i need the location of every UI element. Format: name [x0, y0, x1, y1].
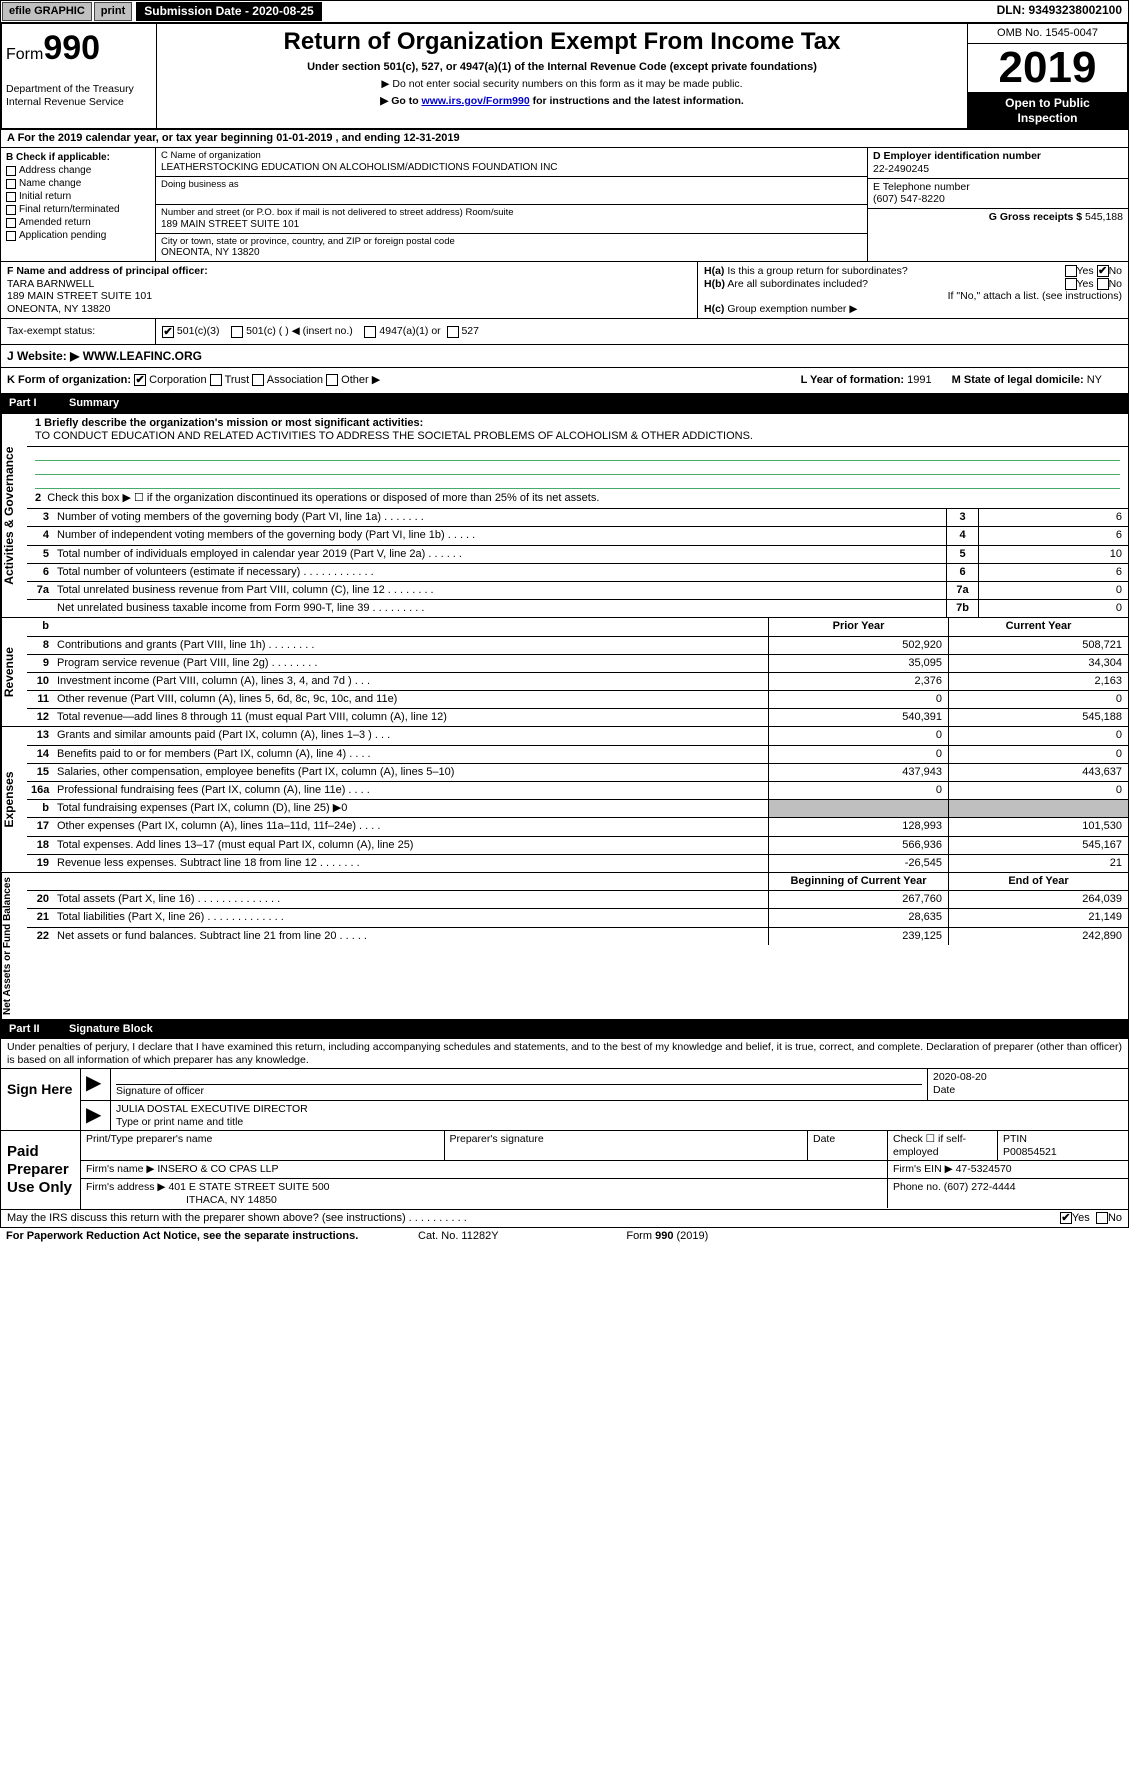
table-row: 22Net assets or fund balances. Subtract … — [27, 928, 1128, 945]
org-name: LEATHERSTOCKING EDUCATION ON ALCOHOLISM/… — [161, 162, 862, 174]
firm-ein: 47-5324570 — [956, 1163, 1012, 1175]
table-row: 11Other revenue (Part VIII, column (A), … — [27, 691, 1128, 709]
org-street: 189 MAIN STREET SUITE 101 — [161, 219, 862, 231]
table-row: 10Investment income (Part VIII, column (… — [27, 673, 1128, 691]
table-row: 9Program service revenue (Part VIII, lin… — [27, 655, 1128, 673]
col-d-e: D Employer identification number22-24902… — [868, 148, 1128, 261]
discuss-row: May the IRS discuss this return with the… — [0, 1210, 1129, 1228]
form-of-org-row: K Form of organization: ✔ Corporation Tr… — [0, 368, 1129, 394]
chk-corp[interactable]: ✔ — [134, 374, 146, 386]
table-row: 18Total expenses. Add lines 13–17 (must … — [27, 837, 1128, 855]
table-row: 3Number of voting members of the governi… — [27, 509, 1128, 527]
officer-addr1: 189 MAIN STREET SUITE 101 — [7, 290, 152, 302]
hb-no[interactable] — [1097, 278, 1109, 290]
footer-row: For Paperwork Reduction Act Notice, see … — [0, 1228, 1129, 1245]
irs-link[interactable]: www.irs.gov/Form990 — [422, 95, 530, 107]
table-row: 21Total liabilities (Part X, line 26) . … — [27, 909, 1128, 927]
top-controls: efile GRAPHIC print Submission Date - 20… — [0, 0, 1129, 23]
chk-4947[interactable] — [364, 326, 376, 338]
firm-phone: (607) 272-4444 — [944, 1181, 1016, 1193]
ein: 22-2490245 — [873, 163, 929, 175]
table-row: 8Contributions and grants (Part VIII, li… — [27, 637, 1128, 655]
ptin: P00854521 — [1003, 1146, 1057, 1158]
table-row: 17Other expenses (Part IX, column (A), l… — [27, 818, 1128, 836]
table-row: bTotal fundraising expenses (Part IX, co… — [27, 800, 1128, 818]
table-row: 15Salaries, other compensation, employee… — [27, 764, 1128, 782]
print-button[interactable]: print — [94, 2, 132, 21]
sign-here-block: Sign Here ▶ Signature of officer 2020-08… — [0, 1069, 1129, 1131]
paid-preparer-block: Paid Preparer Use Only Print/Type prepar… — [0, 1131, 1129, 1210]
state-domicile: NY — [1087, 374, 1102, 386]
table-row: 19Revenue less expenses. Subtract line 1… — [27, 855, 1128, 872]
activities-governance: Activities & Governance 1 Briefly descri… — [0, 414, 1129, 619]
table-row: Net unrelated business taxable income fr… — [27, 600, 1128, 617]
tax-exempt-row: Tax-exempt status: ✔ 501(c)(3) 501(c) ( … — [0, 319, 1129, 345]
officer-group-block: F Name and address of principal officer:… — [0, 262, 1129, 319]
chk-final-return[interactable]: Final return/terminated — [6, 204, 150, 216]
year-formation: 1991 — [907, 374, 931, 386]
officer-addr2: ONEONTA, NY 13820 — [7, 303, 111, 315]
telephone: (607) 547-8220 — [873, 193, 945, 205]
part2-header: Part IISignature Block — [0, 1020, 1129, 1039]
discuss-yes[interactable]: ✔ — [1060, 1212, 1072, 1224]
table-row: 12Total revenue—add lines 8 through 11 (… — [27, 709, 1128, 726]
table-row: 6Total number of volunteers (estimate if… — [27, 564, 1128, 582]
omb-number: OMB No. 1545-0047 — [968, 24, 1127, 44]
col-b-checkboxes: B Check if applicable: Address change Na… — [1, 148, 156, 261]
officer-print-name: JULIA DOSTAL EXECUTIVE DIRECTOR — [116, 1103, 1123, 1116]
form-number: Form990 — [6, 28, 152, 69]
chk-other[interactable] — [326, 374, 338, 386]
open-inspection: Open to PublicInspection — [968, 93, 1127, 128]
table-row: 13Grants and similar amounts paid (Part … — [27, 727, 1128, 745]
revenue-block: Revenue bPrior YearCurrent Year 8Contrib… — [0, 618, 1129, 727]
ha-yes[interactable] — [1065, 265, 1077, 277]
ha-no[interactable]: ✔ — [1097, 265, 1109, 277]
website: WWW.LEAFINC.ORG — [83, 349, 202, 363]
part1-header: Part ISummary — [0, 394, 1129, 413]
submission-date: Submission Date - 2020-08-25 — [136, 2, 321, 21]
tax-year-row: A For the 2019 calendar year, or tax yea… — [0, 130, 1129, 148]
table-row: 14Benefits paid to or for members (Part … — [27, 746, 1128, 764]
perjury-statement: Under penalties of perjury, I declare th… — [0, 1039, 1129, 1069]
gross-receipts: 545,188 — [1085, 211, 1123, 223]
table-row: 16aProfessional fundraising fees (Part I… — [27, 782, 1128, 800]
ssn-note: ▶ Do not enter social security numbers o… — [165, 78, 959, 91]
chk-initial-return[interactable]: Initial return — [6, 191, 150, 203]
expenses-block: Expenses 13Grants and similar amounts pa… — [0, 727, 1129, 873]
form-header: Form990 Department of the Treasury Inter… — [0, 23, 1129, 130]
col-c-name-address: C Name of organizationLEATHERSTOCKING ED… — [156, 148, 868, 261]
form-subtitle: Under section 501(c), 527, or 4947(a)(1)… — [165, 61, 959, 74]
hb-yes[interactable] — [1065, 278, 1077, 290]
chk-application-pending[interactable]: Application pending — [6, 230, 150, 242]
table-row: 20Total assets (Part X, line 16) . . . .… — [27, 891, 1128, 909]
dln: DLN: 93493238002100 — [991, 1, 1128, 22]
sign-date: 2020-08-20 — [933, 1071, 1123, 1084]
discuss-no[interactable] — [1096, 1212, 1108, 1224]
firm-name: INSERO & CO CPAS LLP — [157, 1163, 278, 1175]
chk-trust[interactable] — [210, 374, 222, 386]
chk-501c3[interactable]: ✔ — [162, 326, 174, 338]
efile-button[interactable]: efile GRAPHIC — [2, 2, 92, 21]
department-label: Department of the Treasury Internal Reve… — [6, 83, 152, 108]
chk-amended[interactable]: Amended return — [6, 217, 150, 229]
table-row: 4Number of independent voting members of… — [27, 527, 1128, 545]
tax-year: 2019 — [968, 44, 1127, 93]
website-row: J Website: ▶ WWW.LEAFINC.ORG — [0, 345, 1129, 368]
chk-assoc[interactable] — [252, 374, 264, 386]
instructions-note: ▶ Go to www.irs.gov/Form990 for instruct… — [165, 95, 959, 108]
chk-501c[interactable] — [231, 326, 243, 338]
chk-address-change[interactable]: Address change — [6, 165, 150, 177]
net-assets-block: Net Assets or Fund Balances Beginning of… — [0, 873, 1129, 1020]
table-row: 5Total number of individuals employed in… — [27, 546, 1128, 564]
org-city: ONEONTA, NY 13820 — [161, 247, 862, 259]
chk-name-change[interactable]: Name change — [6, 178, 150, 190]
mission-text: TO CONDUCT EDUCATION AND RELATED ACTIVIT… — [35, 430, 753, 442]
officer-name: TARA BARNWELL — [7, 278, 94, 290]
chk-527[interactable] — [447, 326, 459, 338]
form-title: Return of Organization Exempt From Incom… — [165, 28, 959, 57]
org-info-block: B Check if applicable: Address change Na… — [0, 148, 1129, 262]
firm-addr: 401 E STATE STREET SUITE 500 — [168, 1181, 329, 1193]
table-row: 7aTotal unrelated business revenue from … — [27, 582, 1128, 600]
